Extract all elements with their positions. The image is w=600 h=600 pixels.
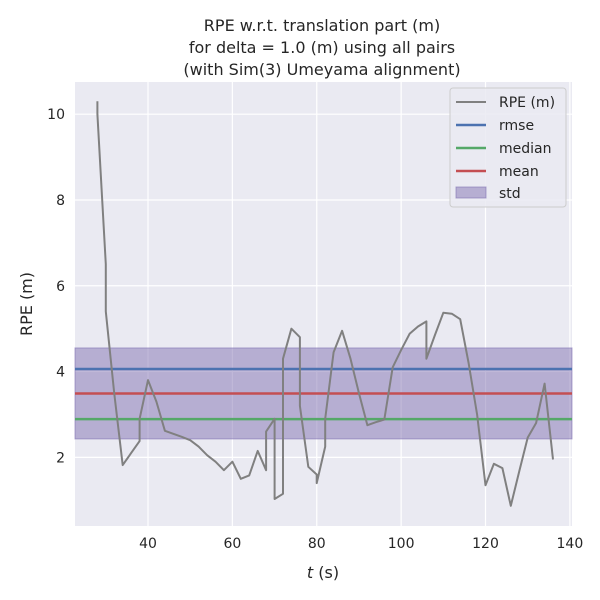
x-axis-label-unit: (s) (313, 563, 339, 582)
legend-frame (449, 87, 567, 208)
x-axis-label-variable: t (307, 563, 314, 582)
x-tick-label-40: 40 (139, 536, 157, 552)
x-tick-label-60: 60 (223, 536, 241, 552)
x-tick-label-140: 140 (557, 536, 584, 552)
y-tick-labels: 2 4 6 8 10 (47, 107, 65, 466)
x-tick-label-80: 80 (308, 536, 326, 552)
rpe-series-line (96, 101, 554, 507)
legend-label-median: median (499, 141, 551, 157)
title-line-1: RPE w.r.t. translation part (m) (204, 16, 440, 35)
legend: RPE (m) rmse median mean std (449, 87, 567, 208)
y-tick-label-8: 8 (56, 193, 65, 209)
chart-title: RPE w.r.t. translation part (m) for delt… (183, 16, 460, 79)
x-tick-label-100: 100 (388, 536, 415, 552)
y-tick-label-4: 4 (56, 365, 65, 381)
x-tick-label-120: 120 (472, 536, 499, 552)
y-tick-label-10: 10 (47, 107, 65, 123)
legend-swatch-std (455, 186, 487, 199)
legend-label-std: std (499, 186, 521, 202)
series-layer (96, 101, 554, 507)
x-axis-label: t (s) (307, 563, 339, 582)
title-line-2: for delta = 1.0 (m) using all pairs (189, 38, 455, 57)
x-tick-labels: 40 60 80 100 120 140 (139, 536, 583, 552)
y-tick-label-2: 2 (56, 450, 65, 466)
legend-label-mean: mean (499, 164, 539, 180)
y-axis-label: RPE (m) (17, 272, 36, 336)
legend-label-rmse: rmse (499, 118, 534, 134)
legend-label-rpe: RPE (m) (499, 95, 555, 111)
reference-lines (75, 367, 572, 421)
title-line-3: (with Sim(3) Umeyama alignment) (183, 60, 460, 79)
y-tick-label-6: 6 (56, 279, 65, 295)
